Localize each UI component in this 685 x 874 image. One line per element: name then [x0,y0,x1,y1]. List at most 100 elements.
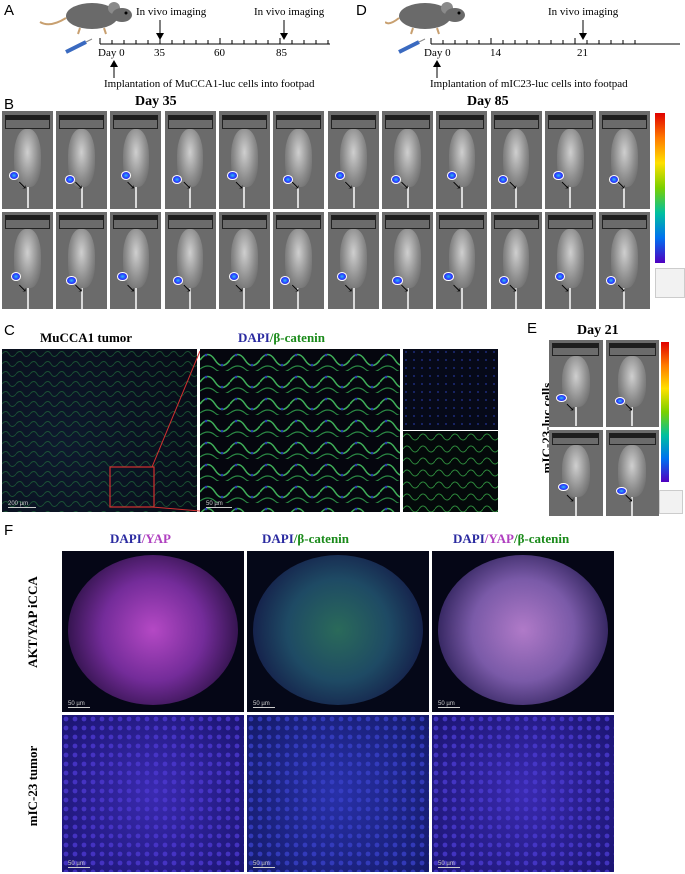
luminescence-signal [497,175,508,185]
mouse-imaging-tile: ↘ [164,111,216,209]
luminescence-signal [553,171,564,181]
col-title-dapi-yap: DAPI/YAP [110,531,171,546]
luminescence-signal [228,271,240,281]
day21-title: Day 21 [577,323,619,338]
arrow-icon: ↘ [125,280,136,295]
col-title-dapi-yap-bcatenin: DAPI/YAP/β-catenin [453,531,570,546]
mouse-imaging-tile: ↘ [164,211,216,309]
mouse-imaging-tile: ↘ [56,111,108,209]
mouse-imaging-tile: ↘ [490,111,542,209]
arrow-icon: ↘ [451,178,462,193]
mouse-imaging-tile: ↘ [218,211,270,309]
arrow-icon: ↘ [560,178,571,193]
zoom-region-box [109,466,155,508]
mouse-imaging-tile: ↘ [436,211,488,309]
luminescence-signal [9,171,20,181]
mouse-imaging-tile: ↘ [328,211,380,309]
f-akt-yap-dapi-yap-image: 50 µm [62,551,244,712]
luminescence-signal [554,271,566,281]
tick-label-d-14: 14 [490,47,501,59]
scale-bar-f1: 50 µm [68,701,90,708]
day35-image-grid: ↘ ↘ ↘ ↘ ↘ ↘ ↘ ↘ ↘ ↘ ↘ ↘ [2,111,324,309]
tick-label-d-21: 21 [577,47,588,59]
luminescence-signal [556,393,568,402]
imaging-label-a1: In vivo imaging [136,6,207,18]
mouse-imaging-tile: ↘ [56,211,108,309]
luminescence-signal [64,175,76,185]
arrow-icon: ↘ [234,178,245,193]
luminescence-colorbar-e [661,342,669,482]
mouse-imaging-tile: ↘ [382,111,434,209]
panel-label-f: F [4,522,14,539]
arrow-icon: ↘ [234,280,245,295]
mouse-imaging-tile: ↘ [436,111,488,209]
luminescence-signal [336,271,347,281]
arrow-icon: ↘ [507,178,518,193]
implant-label-a: Implantation of MuCCA1-luc cells into fo… [104,78,315,90]
luminescence-signal [614,397,626,406]
bcatenin-channel-image [403,431,498,512]
f-mic23-dapi-yap-image: 50 µm [62,715,244,872]
mouse-imaging-tile: ↘ [382,211,434,309]
row-label-mic23: mIC-23 tumor [25,745,40,827]
luminescence-signal [117,271,128,281]
luminescence-signal [283,175,294,185]
mouse-imaging-tile: ↘ [605,340,659,427]
arrow-icon: ↘ [290,178,301,193]
luminescence-signal [605,275,617,285]
timeline-a [39,2,330,78]
luminescence-colorbar-b [655,113,665,263]
luminescence-signal [392,275,403,285]
panel-label-b: B [4,96,15,113]
arrow-icon: ↘ [560,280,571,295]
scale-bar-f5: 50 µm [253,861,275,868]
luminescence-signal [120,171,131,181]
panel-label-d: D [356,2,367,19]
arrow-icon: ↘ [17,280,28,295]
mouse-imaging-tile: ↘ [544,211,596,309]
imaging-label-d: In vivo imaging [548,6,619,18]
mouse-imaging-tile: ↘ [2,211,54,309]
arrow-icon: ↘ [181,280,192,295]
arrow-icon: ↘ [73,178,84,193]
syringe-icon [398,38,426,54]
dapi-channel-image [403,349,498,430]
luminescence-signal [446,171,457,181]
mouse-imaging-tile: ↘ [110,111,162,209]
scale-bar-200: 200 µm [8,501,36,508]
mouse-imaging-tile: ↘ [110,211,162,309]
arrow-icon: ↘ [125,178,136,193]
luminescence-signal [279,275,291,285]
mouse-icon [385,2,465,35]
tick-label-85: 85 [276,47,287,59]
arrow-icon: ↘ [507,280,518,295]
mouse-icon [39,2,132,35]
day85-title: Day 85 [467,94,509,109]
colorbar-legend-box-b [655,268,685,298]
mucca1-zoom-image: 50 µm [200,349,400,512]
mouse-imaging-tile: ↘ [218,111,270,209]
scale-bar-50-c: 50 µm [206,501,232,508]
luminescence-signal [558,483,569,492]
col-title-dapi-bcatenin: DAPI/β-catenin [262,531,350,546]
f-akt-yap-dapi-bcatenin-image: 50 µm [247,551,429,712]
panel-label-e: E [527,320,538,337]
mouse-imaging-tile: ↘ [549,340,603,427]
row-label-akt-yap: AKT/YAP iCCA [25,576,40,668]
arrow-icon: ↘ [343,280,354,295]
day21-image-grid: ↘ ↘ ↘ ↘ [549,340,659,516]
day35-title: Day 35 [135,94,177,109]
panel-label-c: C [4,322,15,339]
zoom-connector-lines [152,350,201,512]
mouse-imaging-tile: ↘ [549,429,603,516]
f-akt-yap-merge-image: 50 µm [432,551,614,712]
mouse-imaging-tile: ↘ [328,111,380,209]
arrow-icon: ↘ [290,280,301,295]
arrow-icon: ↘ [73,280,84,295]
tick-label-35: 35 [154,47,165,59]
mucca1-tumor-title: MuCCA1 tumor [40,330,133,345]
luminescence-signal [173,275,184,285]
luminescence-signal [171,175,182,185]
mouse-imaging-tile: ↘ [490,211,542,309]
panel-label-a: A [4,2,15,19]
